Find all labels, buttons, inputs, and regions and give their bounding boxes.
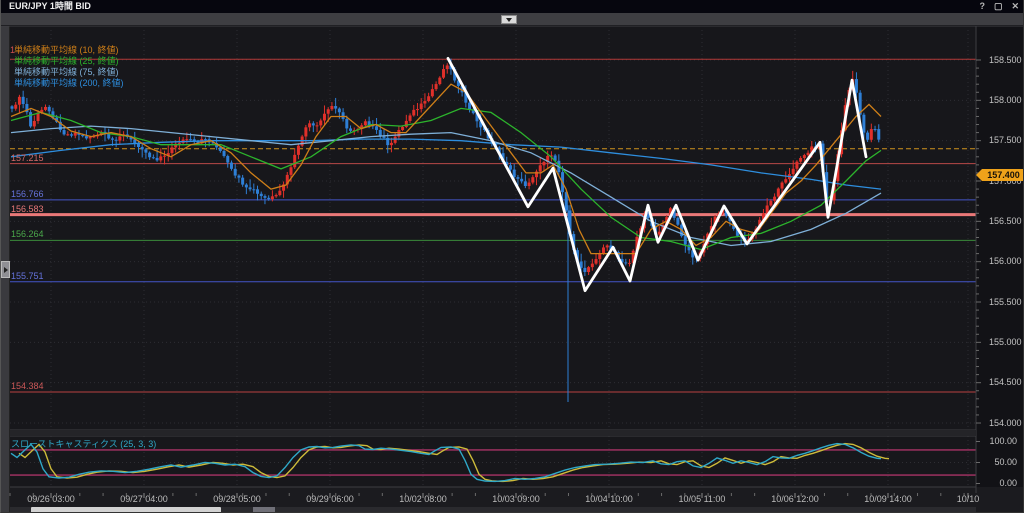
chevron-right-icon <box>3 266 8 273</box>
window-title: EUR/JPY 1時間 BID <box>9 1 91 11</box>
time-axis-label: 09/28 05:00 <box>213 494 261 504</box>
level-label-156.583: 156.583 <box>11 203 44 214</box>
current-price-value: 157.400 <box>987 169 1020 180</box>
ma-line-10 <box>10 83 882 255</box>
price-axis-label: 157.500 <box>989 135 1022 146</box>
stoch-scale-label: 0.00 <box>999 478 1017 488</box>
close-button[interactable]: ✕ <box>1011 1 1019 11</box>
panel-expand-handle[interactable] <box>1 261 10 278</box>
stoch-k-line <box>10 442 882 483</box>
ma-line-75 <box>10 125 882 247</box>
horizontal-scrollbar[interactable] <box>10 507 976 512</box>
current-price-tag: 157.400 <box>976 168 1023 181</box>
moving-average-lines <box>10 83 882 255</box>
price-level-lines <box>10 58 976 393</box>
stochastic-plot-background <box>10 436 976 487</box>
candles-layer <box>10 58 881 277</box>
help-button[interactable]: ? <box>979 1 985 11</box>
stoch-scale-label: 50.00 <box>994 457 1017 467</box>
level-label-157.215: 157.215 <box>11 152 44 163</box>
time-axis-label: 09/26 03:00 <box>27 494 75 504</box>
time-axis-label: 09/29 06:00 <box>306 494 354 504</box>
time-axis-label: 10/04 10:00 <box>585 494 633 504</box>
price-chart-canvas[interactable] <box>1 26 1024 513</box>
price-axis-label: 155.000 <box>989 336 1022 347</box>
legend-item-ma25: 単純移動平均線 (25, 終値) <box>14 56 119 66</box>
time-axis-label: 10/09 14:00 <box>864 494 912 504</box>
level-label-154.384: 154.384 <box>11 381 44 392</box>
chevron-down-icon <box>506 17 512 22</box>
chart-area: 1 単純移動平均線 (10, 終値) 単純移動平均線 (25, 終値) 単純移動平均線… <box>1 26 1024 513</box>
stochastic-label: スローストキャスティクス (25, 3, 3) <box>11 439 157 449</box>
maximize-button[interactable]: ▢ <box>993 1 1003 11</box>
legend-item-ma10: 単純移動平均線 (10, 終値) <box>14 45 119 55</box>
ma-line-25 <box>10 107 882 251</box>
title-bar: EUR/JPY 1時間 BID ? ▢ ✕ <box>1 0 1023 13</box>
ma-line-200 <box>10 138 882 190</box>
toolbar-strip <box>1 13 1023 26</box>
price-axis-label: 155.500 <box>989 296 1022 307</box>
time-axis-label: 10/02 08:00 <box>399 494 447 504</box>
legend-item-ma200: 単純移動平均線 (200, 終値) <box>14 78 124 88</box>
time-axis-label: 10/05 11:00 <box>678 494 726 504</box>
price-axis-label: 154.000 <box>989 417 1022 428</box>
level-label-156.766: 156.766 <box>11 188 44 199</box>
price-axis-label: 154.500 <box>989 377 1022 388</box>
price-axis-label: 158.000 <box>989 94 1022 105</box>
stochastic-layer <box>10 442 976 483</box>
time-axis-label: 10/10 <box>956 494 980 504</box>
time-axis-label: 10/03 09:00 <box>492 494 540 504</box>
toolbar-collapse-button[interactable] <box>501 15 517 24</box>
price-axis-label: 158.500 <box>989 54 1022 65</box>
level-label-156.264: 156.264 <box>11 229 44 240</box>
legend-item-ma75: 単純移動平均線 (75, 終値) <box>14 67 119 77</box>
level-label-155.751: 155.751 <box>11 270 44 281</box>
price-axis-label: 156.500 <box>989 215 1022 226</box>
time-axis-label: 10/06 12:00 <box>771 494 819 504</box>
price-axis-background <box>976 26 1023 512</box>
time-axis-label: 09/27 04:00 <box>120 494 168 504</box>
scrollbar-thumb[interactable] <box>31 507 221 512</box>
grid-lines <box>10 30 976 487</box>
left-panel-strip <box>1 26 10 512</box>
zigzag-trendline[interactable] <box>446 57 868 293</box>
price-axis-label: 156.000 <box>989 256 1022 267</box>
scrollbar-segment <box>253 507 275 512</box>
stoch-scale-label: 100.00 <box>989 436 1017 446</box>
legend-prefix-digit: 1 <box>10 45 16 55</box>
